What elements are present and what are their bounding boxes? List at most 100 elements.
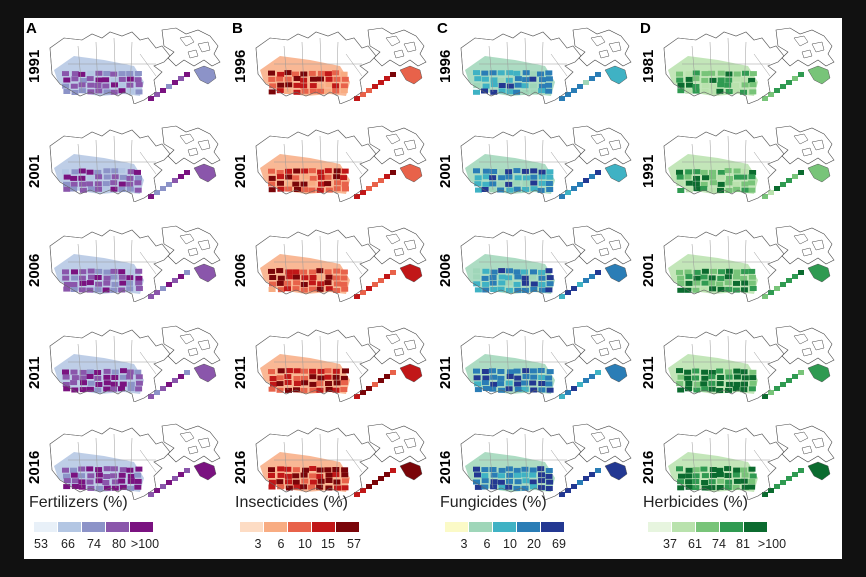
region-cell <box>63 473 70 479</box>
region-cell <box>701 473 709 479</box>
region-cell <box>111 82 118 88</box>
region-cell <box>285 274 293 280</box>
region-cell <box>514 82 522 88</box>
region-cell-east <box>762 394 768 399</box>
region-cell-east <box>378 378 384 383</box>
arctic-island <box>598 445 610 455</box>
region-cell <box>708 70 716 76</box>
region-cell <box>94 275 102 280</box>
region-cell <box>505 77 513 83</box>
region-cell <box>332 368 340 374</box>
region-cell-east <box>160 386 166 391</box>
region-cell-east <box>577 382 583 387</box>
province-border <box>743 437 747 493</box>
region-cell <box>537 368 545 373</box>
region-cell-east <box>354 194 360 199</box>
arctic-island <box>187 347 199 357</box>
region-cell <box>284 76 292 82</box>
region-cell <box>300 282 308 287</box>
region-cell <box>110 274 118 280</box>
region-cell <box>70 369 78 375</box>
region-cell <box>134 484 142 490</box>
region-cell <box>522 368 530 374</box>
region-cell <box>79 280 87 286</box>
region-cell-east <box>354 394 360 399</box>
region-cell <box>111 485 119 491</box>
region-cell <box>481 70 489 76</box>
region-cell <box>309 368 317 374</box>
legend-tick: 69 <box>552 537 566 551</box>
region-cell <box>103 89 111 95</box>
year-label: 2016 <box>26 450 43 484</box>
legend-swatch <box>240 522 263 532</box>
region-cell <box>482 174 490 180</box>
region-cell <box>692 479 700 484</box>
region-cell-east <box>378 178 384 183</box>
region-cell-east <box>798 370 804 375</box>
region-cell-east <box>595 72 601 77</box>
region-cell <box>740 275 748 281</box>
country-border <box>460 229 582 302</box>
region-cell <box>325 381 332 386</box>
region-cell <box>103 386 111 392</box>
arctic-region <box>367 325 427 365</box>
region-cell <box>725 71 733 77</box>
region-cell <box>324 269 332 275</box>
region-cell <box>489 181 497 187</box>
region-cell <box>86 466 94 472</box>
region-cell <box>734 174 741 180</box>
region-cell <box>284 466 292 472</box>
region-cell <box>521 83 529 89</box>
arctic-island <box>801 445 813 455</box>
region-cell <box>86 369 94 375</box>
region-cell <box>724 168 732 174</box>
region-cell <box>693 175 700 181</box>
region-cell <box>268 181 276 187</box>
region-cell <box>708 370 716 375</box>
region-cell <box>341 286 349 292</box>
region-cell <box>135 380 143 386</box>
region-cell <box>332 472 340 478</box>
region-cell <box>126 369 134 375</box>
region-cell <box>546 187 554 192</box>
panel-letter: D <box>640 20 651 37</box>
region-cell <box>78 88 86 94</box>
province-border <box>301 339 305 393</box>
region-cell <box>716 88 724 94</box>
region-cell <box>749 380 757 386</box>
region-cell <box>78 82 86 88</box>
region-cell <box>506 89 514 95</box>
region-cell <box>537 466 545 472</box>
region-cell <box>292 467 300 473</box>
region-cell <box>685 473 693 479</box>
region-cell <box>135 466 143 472</box>
region-cell <box>118 274 126 280</box>
province-border <box>129 437 133 493</box>
region-cell <box>324 174 332 180</box>
country-border <box>663 31 785 104</box>
region-cell <box>71 387 79 393</box>
region-cell <box>293 387 300 393</box>
region-cell <box>717 181 725 187</box>
region-cell <box>717 275 725 281</box>
region-cell <box>62 374 70 380</box>
region-cell <box>521 275 529 281</box>
region-cell <box>86 280 94 286</box>
arctic-island <box>179 431 195 443</box>
region-cell-east <box>390 170 396 175</box>
region-cell <box>127 478 135 484</box>
region-cell-east <box>154 390 160 395</box>
arctic-island <box>811 41 825 53</box>
maritime-region <box>399 65 423 85</box>
region-cell-east <box>571 484 577 489</box>
region-cell <box>748 77 756 83</box>
region-cell <box>740 467 748 473</box>
region-cell-east <box>792 374 798 379</box>
arctic-region <box>775 325 835 365</box>
region-cell <box>71 375 79 381</box>
region-cell-east <box>792 76 798 81</box>
region-cell <box>87 70 95 76</box>
region-cell <box>506 374 514 379</box>
region-cell <box>119 280 127 286</box>
region-cell <box>506 70 514 76</box>
